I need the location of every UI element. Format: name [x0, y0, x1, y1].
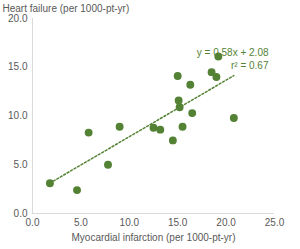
svg-text:10.0: 10.0 [120, 217, 140, 228]
svg-text:r² = 0.67: r² = 0.67 [231, 60, 269, 71]
svg-text:20.0: 20.0 [216, 217, 236, 228]
svg-text:0.0: 0.0 [14, 208, 28, 219]
svg-text:10.0: 10.0 [8, 110, 28, 121]
svg-text:Heart failure (per 1000-pt-yr): Heart failure (per 1000-pt-yr) [3, 3, 130, 14]
svg-text:0.0: 0.0 [26, 217, 40, 228]
svg-text:25.0: 25.0 [265, 217, 285, 228]
svg-text:Myocardial infarction (per 100: Myocardial infarction (per 1000-pt-yr) [72, 232, 236, 243]
svg-text:y = 0.58x + 2.08: y = 0.58x + 2.08 [197, 47, 269, 58]
svg-text:15.0: 15.0 [168, 217, 188, 228]
svg-text:5.0: 5.0 [74, 217, 88, 228]
svg-text:5.0: 5.0 [14, 159, 28, 170]
svg-text:20.0: 20.0 [8, 13, 28, 24]
svg-text:15.0: 15.0 [8, 61, 28, 72]
